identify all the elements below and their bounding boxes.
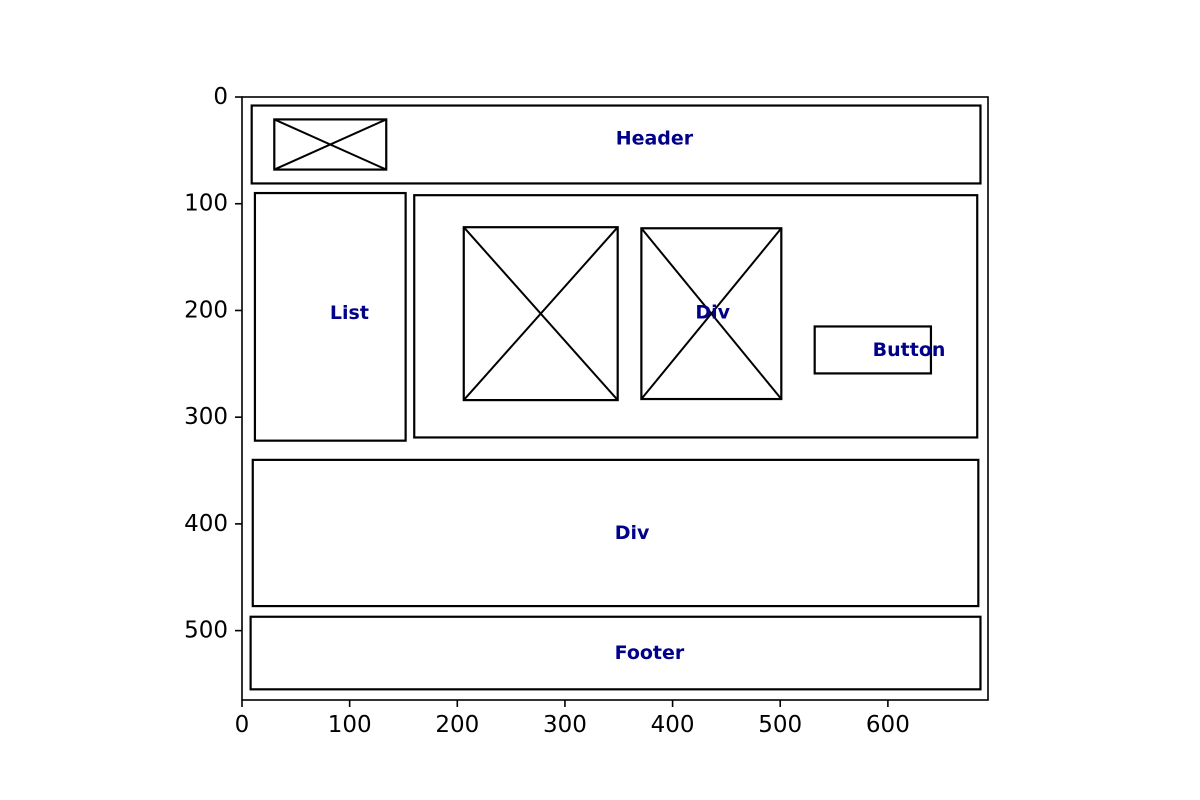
box-middle-div [251,458,980,608]
label-footer: Footer [615,642,685,664]
y-tick-label-0: 0 [213,84,228,110]
x-tick-label-100: 100 [328,712,372,738]
box-content-image-1 [462,226,619,402]
label-middle-div: Div [615,522,650,544]
label-content-image-2: Div [695,301,730,323]
box-footer [249,615,982,691]
x-tick-label-500: 500 [758,712,802,738]
box-content-image-2 [640,227,783,401]
box-button [813,325,933,375]
plot-frame [241,96,989,701]
cross-line-content-image-1-b [463,226,619,401]
y-tick-label-500: 500 [184,618,228,644]
box-content-div [413,194,979,439]
cross-line-content-image-2-b [640,227,783,400]
wireframe-labels: Header List Div Button Div Footer [330,128,946,665]
box-list [253,191,407,442]
label-list: List [330,302,369,324]
x-tick-label-0: 0 [235,712,250,738]
y-tick-label-100: 100 [184,191,228,217]
y-tick-label-200: 200 [184,297,228,323]
x-axis: 0 100 200 300 400 500 600 [235,700,910,738]
cross-line-header-image-b [273,118,387,171]
x-tick-label-600: 600 [866,712,910,738]
x-tick-label-400: 400 [651,712,695,738]
x-tick-label-300: 300 [543,712,587,738]
y-tick-label-300: 300 [184,404,228,430]
box-header [250,104,982,185]
x-tick-label-200: 200 [435,712,479,738]
label-header: Header [616,128,694,150]
box-header-image [273,118,388,171]
label-button: Button [873,339,946,361]
y-axis: 0 100 200 300 400 500 [184,84,242,644]
wireframe-boxes [249,104,982,691]
y-tick-label-400: 400 [184,511,228,537]
